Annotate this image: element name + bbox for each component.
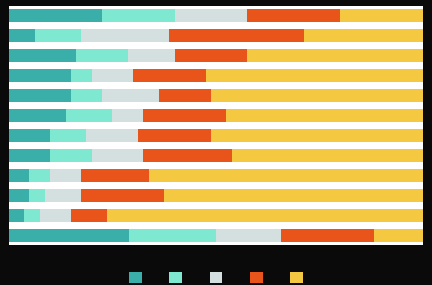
Bar xyxy=(211,129,423,142)
Bar xyxy=(9,89,71,102)
Bar xyxy=(86,129,138,142)
Bar xyxy=(9,149,50,162)
Bar xyxy=(175,9,247,22)
Bar xyxy=(66,109,112,122)
Bar xyxy=(138,129,211,142)
Bar xyxy=(29,189,45,202)
Bar xyxy=(374,229,423,242)
Bar xyxy=(128,49,175,62)
Bar xyxy=(81,29,169,42)
Bar xyxy=(71,69,92,82)
Bar xyxy=(50,149,92,162)
Bar xyxy=(129,229,216,242)
Bar xyxy=(304,29,423,42)
Bar xyxy=(9,29,35,42)
Bar xyxy=(9,109,66,122)
Bar xyxy=(175,49,247,62)
Bar xyxy=(35,29,81,42)
Bar xyxy=(40,209,71,222)
Bar xyxy=(9,69,71,82)
Bar xyxy=(45,189,81,202)
Bar xyxy=(76,49,128,62)
Bar xyxy=(143,109,226,122)
Bar xyxy=(50,129,86,142)
Bar xyxy=(9,189,29,202)
Bar xyxy=(164,189,423,202)
Bar xyxy=(211,89,423,102)
Bar xyxy=(206,69,423,82)
Bar xyxy=(159,89,211,102)
Bar xyxy=(226,109,423,122)
Bar xyxy=(133,69,206,82)
Bar xyxy=(81,189,164,202)
Bar xyxy=(102,89,159,102)
Bar xyxy=(92,69,133,82)
Bar xyxy=(9,169,29,182)
Bar xyxy=(169,29,304,42)
Bar xyxy=(9,209,24,222)
Bar xyxy=(143,149,232,162)
Bar xyxy=(9,49,76,62)
Bar xyxy=(102,9,175,22)
Bar xyxy=(50,169,81,182)
Legend: , , , , : , , , , xyxy=(129,271,303,285)
Bar xyxy=(71,209,107,222)
Bar xyxy=(24,209,40,222)
Bar xyxy=(340,9,423,22)
Bar xyxy=(107,209,423,222)
Bar xyxy=(247,49,423,62)
Bar xyxy=(282,229,374,242)
Bar xyxy=(216,229,282,242)
Bar xyxy=(29,169,50,182)
Bar xyxy=(232,149,423,162)
Bar xyxy=(81,169,149,182)
Bar xyxy=(149,169,423,182)
Bar xyxy=(71,89,102,102)
Bar xyxy=(9,229,129,242)
Bar xyxy=(9,129,50,142)
Bar xyxy=(9,9,102,22)
Bar xyxy=(92,149,143,162)
Bar xyxy=(247,9,340,22)
Bar xyxy=(112,109,143,122)
